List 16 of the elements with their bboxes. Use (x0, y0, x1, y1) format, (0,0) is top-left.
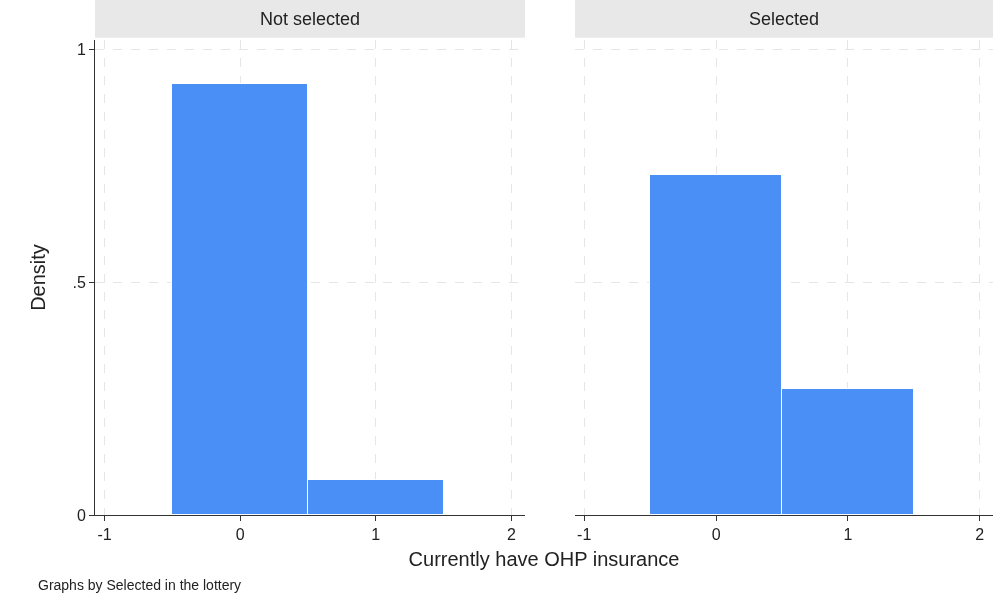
chart-title: Not selected (260, 9, 361, 29)
x-tick-label: -1 (97, 526, 112, 544)
x-tick-label: -1 (577, 526, 592, 544)
x-axis-title: Currently have OHP insurance (407, 548, 681, 571)
y-tick-label: 0 (76, 506, 86, 524)
chart-title: Selected (749, 9, 820, 29)
x-tick-label: 1 (371, 526, 381, 544)
x-tick-label: 0 (711, 526, 721, 544)
text: Graphs by Selected in the lottery (38, 577, 242, 593)
y-axis-title: Density (27, 244, 49, 311)
x-tick-label: 2 (975, 526, 985, 544)
x-tick-label: 0 (235, 526, 245, 544)
x-tick-label: 2 (506, 526, 516, 544)
y-tick-label: .5 (72, 273, 86, 291)
x-tick-label: 1 (843, 526, 853, 544)
y-tick-label: 1 (76, 40, 86, 58)
